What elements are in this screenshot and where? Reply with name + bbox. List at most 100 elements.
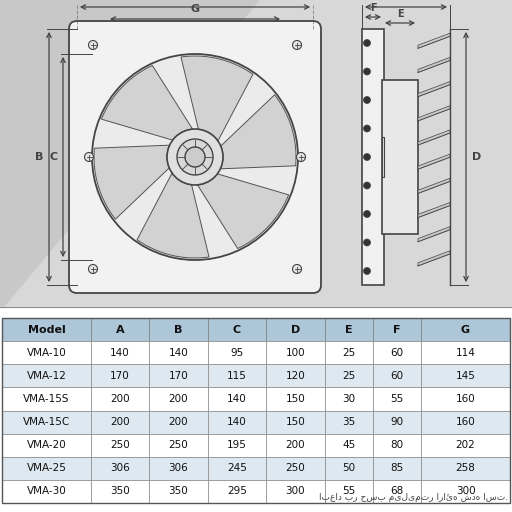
Circle shape [364, 125, 371, 132]
Circle shape [167, 129, 223, 185]
Text: 50: 50 [342, 463, 355, 473]
Text: 68: 68 [390, 486, 403, 497]
Bar [2, 318, 510, 503]
Text: B: B [35, 152, 43, 162]
Circle shape [92, 54, 298, 260]
Polygon shape [181, 56, 253, 141]
Text: 25: 25 [342, 371, 355, 381]
Text: 306: 306 [110, 463, 130, 473]
Circle shape [364, 39, 371, 47]
Bar [325, 434, 373, 457]
Text: E: E [397, 9, 403, 19]
Bar [208, 388, 266, 411]
Bar [91, 318, 150, 341]
Circle shape [364, 239, 371, 246]
Bar [150, 434, 208, 457]
Text: 60: 60 [391, 348, 403, 358]
Polygon shape [418, 81, 450, 97]
Bar [421, 341, 510, 364]
Text: VMA-12: VMA-12 [27, 371, 67, 381]
Bar [421, 480, 510, 503]
Bar [150, 341, 208, 364]
Polygon shape [0, 0, 260, 312]
Circle shape [364, 154, 371, 160]
Text: 30: 30 [342, 394, 355, 404]
Text: 350: 350 [168, 486, 188, 497]
Bar [91, 457, 150, 480]
Polygon shape [220, 95, 296, 169]
Bar [91, 341, 150, 364]
Text: 170: 170 [168, 371, 188, 381]
Bar [266, 388, 325, 411]
Bar [150, 388, 208, 411]
Circle shape [84, 153, 94, 161]
Bar [382, 80, 418, 234]
Circle shape [364, 267, 371, 274]
Bar [2, 341, 91, 364]
Text: 306: 306 [168, 463, 188, 473]
Text: 140: 140 [227, 394, 247, 404]
Text: 250: 250 [286, 463, 305, 473]
Text: VMA-20: VMA-20 [27, 440, 67, 450]
Text: G: G [190, 4, 200, 14]
Text: 300: 300 [286, 486, 305, 497]
Text: 150: 150 [286, 394, 305, 404]
Text: 115: 115 [227, 371, 247, 381]
Polygon shape [418, 178, 450, 193]
Bar [91, 480, 150, 503]
Bar [373, 341, 421, 364]
Bar [421, 457, 510, 480]
Bar [373, 364, 421, 388]
Text: 170: 170 [110, 371, 130, 381]
Text: 145: 145 [456, 371, 476, 381]
Bar [421, 411, 510, 434]
Text: G: G [461, 325, 470, 334]
Bar [150, 457, 208, 480]
Text: 245: 245 [227, 463, 247, 473]
Bar [91, 434, 150, 457]
Bar [266, 457, 325, 480]
Bar [208, 318, 266, 341]
Text: 295: 295 [227, 486, 247, 497]
Text: 55: 55 [342, 486, 355, 497]
Text: 35: 35 [342, 417, 355, 427]
Polygon shape [418, 251, 450, 266]
Bar [91, 364, 150, 388]
Polygon shape [418, 227, 450, 242]
Bar [208, 341, 266, 364]
Text: 350: 350 [110, 486, 130, 497]
Polygon shape [137, 173, 209, 258]
Bar [373, 388, 421, 411]
Circle shape [296, 153, 306, 161]
Bar [2, 411, 91, 434]
Text: Model: Model [28, 325, 66, 334]
Bar [2, 434, 91, 457]
Bar [266, 434, 325, 457]
Text: 95: 95 [230, 348, 244, 358]
Text: 60: 60 [391, 371, 403, 381]
Bar [2, 480, 91, 503]
Text: 250: 250 [110, 440, 130, 450]
Bar [382, 137, 384, 177]
Bar [266, 480, 325, 503]
Text: 55: 55 [390, 394, 403, 404]
Bar [150, 364, 208, 388]
Polygon shape [418, 57, 450, 72]
Bar [150, 480, 208, 503]
Bar [208, 480, 266, 503]
Text: VMA-15C: VMA-15C [23, 417, 70, 427]
Text: ابعاد بر حسب میلیمتر ارائه شده است.: ابعاد بر حسب میلیمتر ارائه شده است. [319, 493, 508, 502]
Bar [325, 364, 373, 388]
Bar [2, 318, 91, 341]
Circle shape [364, 68, 371, 75]
Bar [266, 411, 325, 434]
Bar [373, 411, 421, 434]
Text: 114: 114 [456, 348, 476, 358]
Text: A: A [116, 325, 124, 334]
Bar [373, 434, 421, 457]
Circle shape [292, 40, 302, 50]
Bar [325, 457, 373, 480]
Text: VMA-15S: VMA-15S [23, 394, 70, 404]
Bar [2, 457, 91, 480]
Text: 258: 258 [456, 463, 476, 473]
